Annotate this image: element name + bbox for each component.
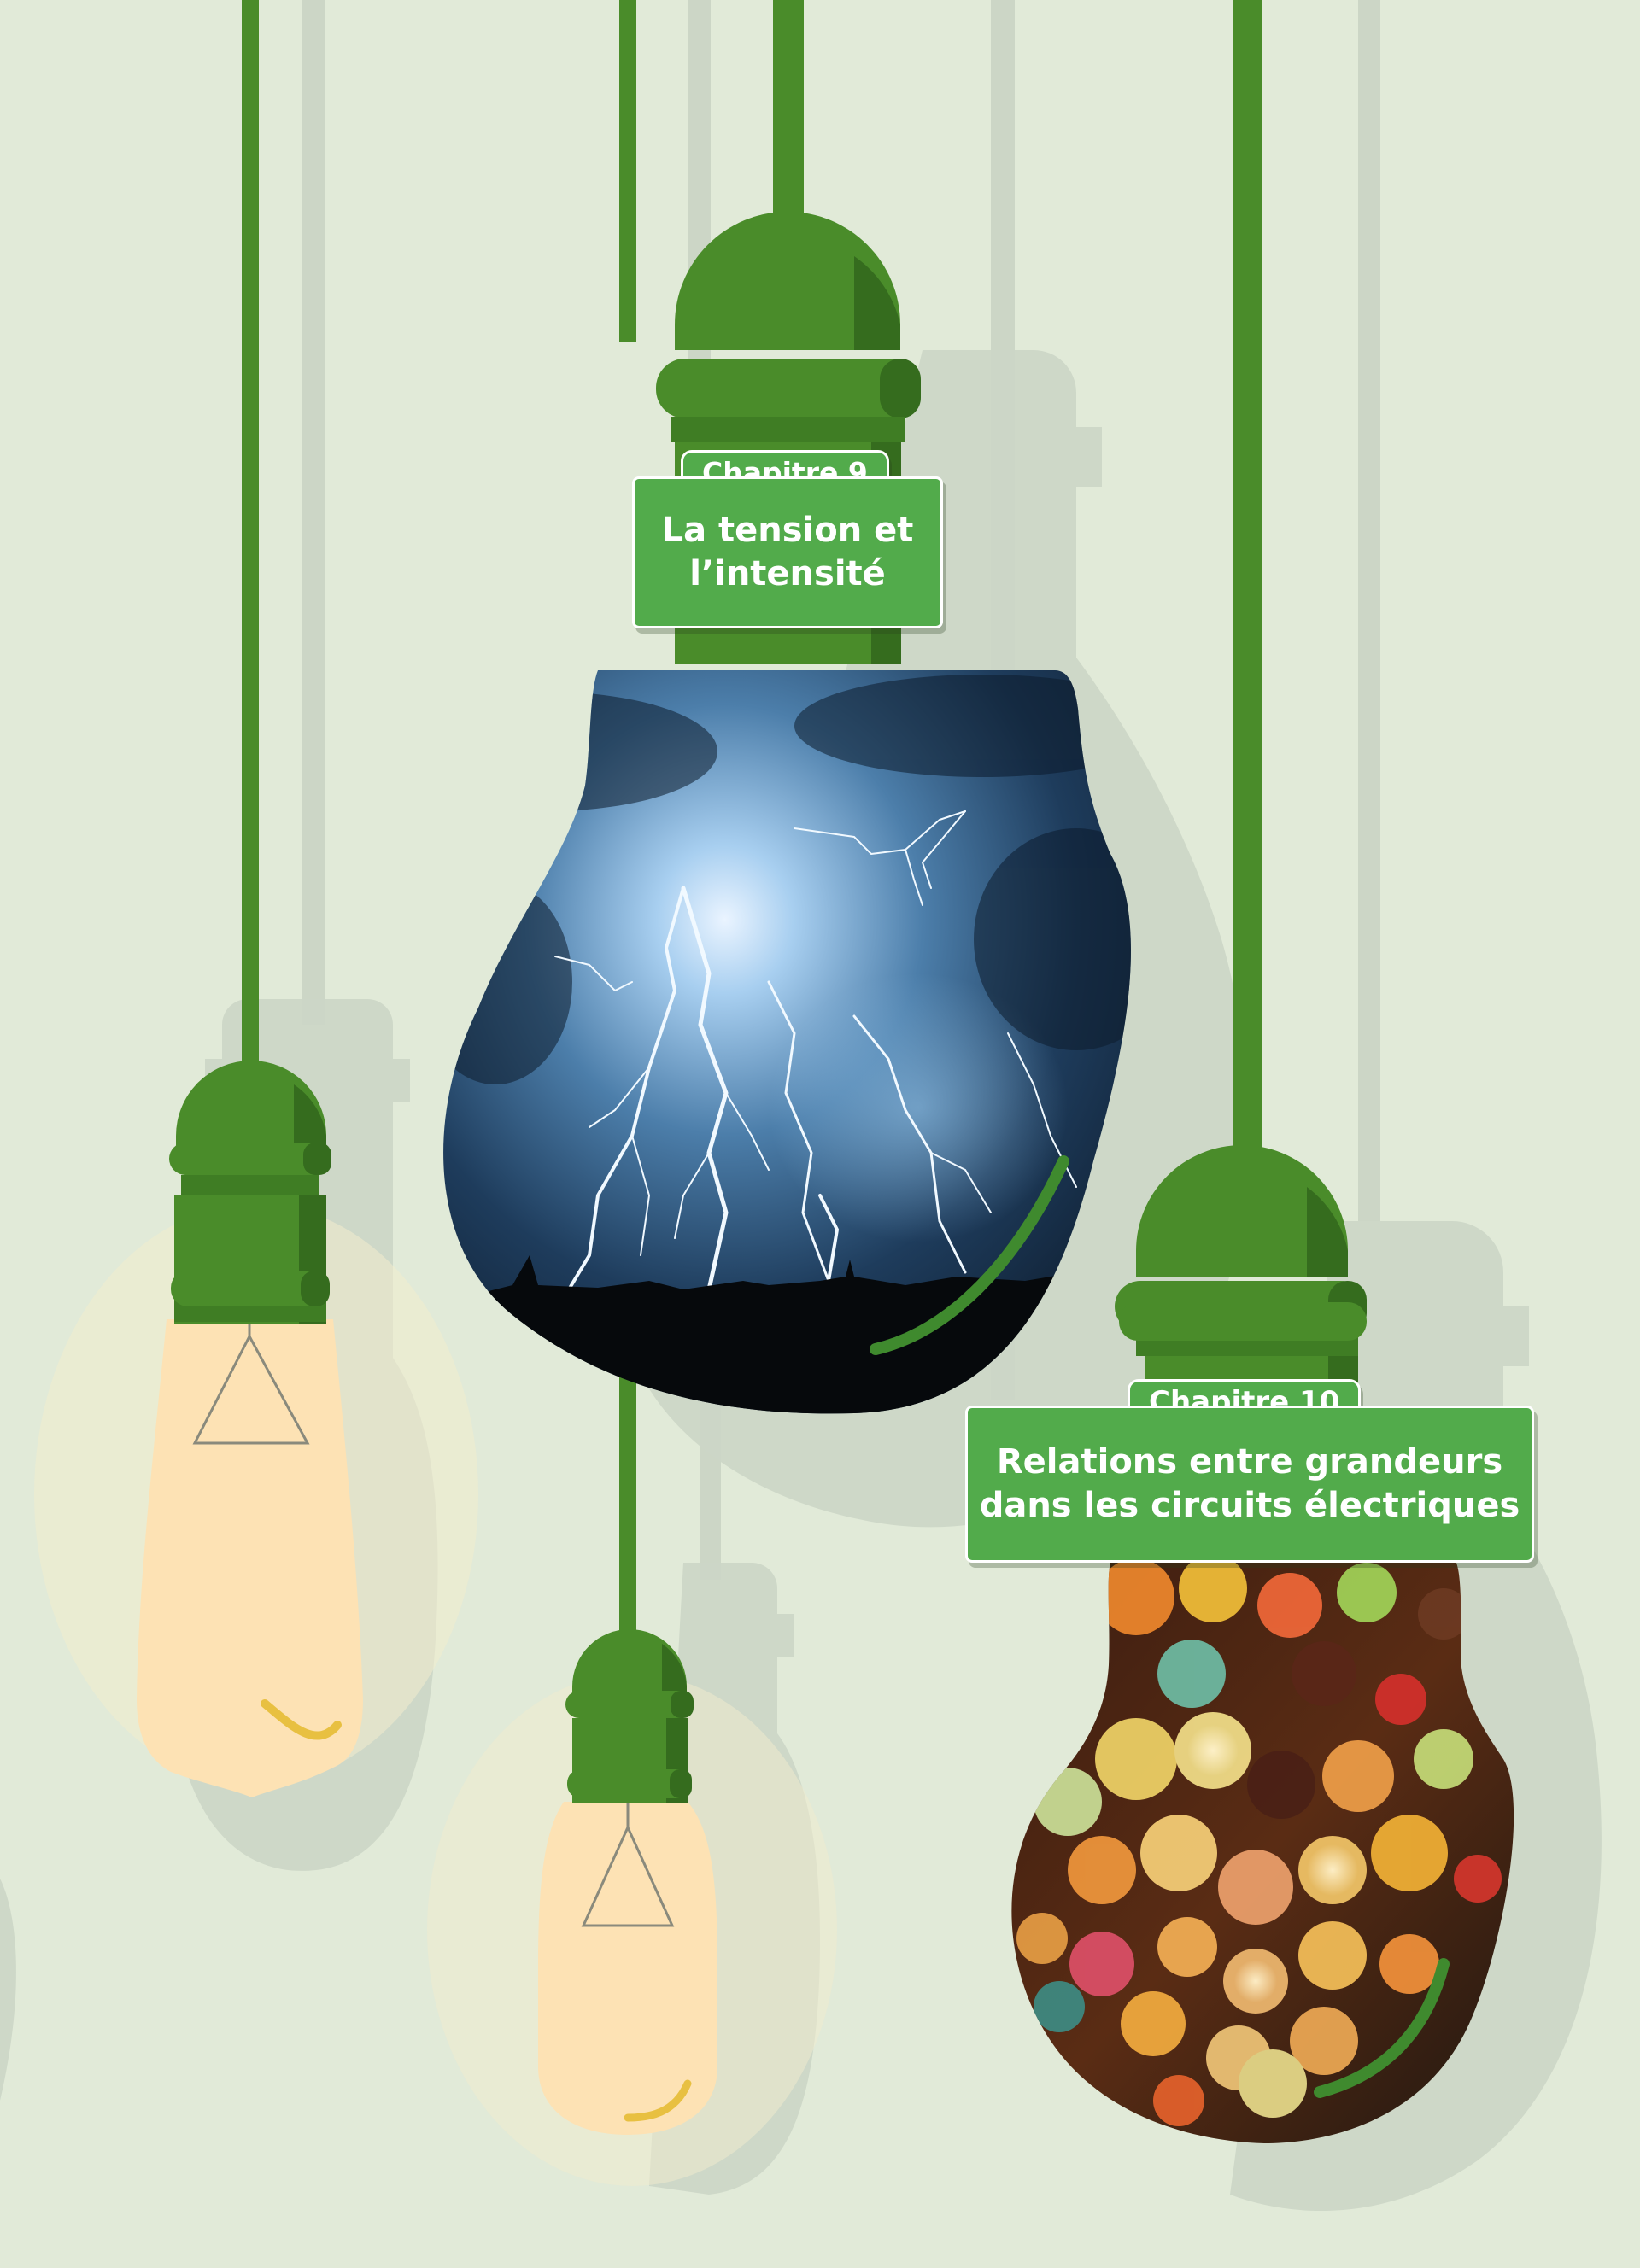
string-lights-photo [1011, 1563, 1514, 2143]
chapter-9-title-box[interactable]: La tension et l’intensité [632, 476, 943, 628]
lights-bulb [1011, 1145, 1514, 2143]
chapter-10-title-line-2: dans les circuits électriques [979, 1486, 1520, 1525]
center-bulb [427, 1629, 837, 2186]
chapter-10-title-box[interactable]: Relations entre grandeurs dans les circu… [965, 1406, 1534, 1563]
left-bulb [34, 1061, 478, 1797]
chapter-9-title-line-2: l’intensité [689, 554, 886, 593]
chapter-10-title-line-1: Relations entre grandeurs [996, 1441, 1503, 1482]
chapter-9-title-line-1: La tension et [661, 510, 914, 550]
